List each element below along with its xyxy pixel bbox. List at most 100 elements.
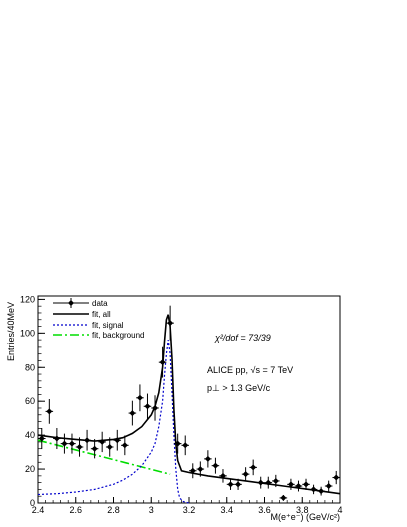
- data-point-marker: [61, 440, 68, 447]
- data-point-marker: [272, 477, 279, 484]
- data-point-marker: [280, 494, 287, 501]
- data-point-marker: [121, 442, 128, 449]
- data-point: [136, 384, 144, 412]
- data-point: [241, 467, 250, 482]
- x-tick-label: 3.6: [258, 505, 271, 515]
- data-point-marker: [310, 486, 317, 493]
- data-point-marker: [91, 445, 98, 452]
- data-point: [166, 305, 174, 341]
- fit-background-line: [37, 439, 171, 475]
- data-point: [98, 431, 106, 453]
- data-point-marker: [182, 442, 189, 449]
- data-point: [75, 437, 84, 457]
- y-tick-label: 40: [25, 430, 35, 440]
- data-point: [279, 494, 288, 501]
- data-point: [143, 393, 152, 420]
- x-tick-label: 2.6: [69, 505, 82, 515]
- data-point-marker: [76, 444, 83, 451]
- data-point: [249, 459, 257, 476]
- data-point-marker: [46, 408, 53, 415]
- data-point: [219, 469, 227, 483]
- data-point-marker: [129, 410, 136, 417]
- data-point-marker: [152, 404, 159, 411]
- data-point-marker: [114, 437, 121, 444]
- data-point-marker: [38, 435, 45, 442]
- x-tick-label: 4: [337, 505, 342, 515]
- legend-fit-all-label: fit, all: [92, 310, 111, 319]
- data-point-marker: [227, 481, 234, 488]
- data-point-marker: [295, 483, 302, 490]
- data-point: [264, 476, 273, 489]
- x-tick-label: 3: [149, 505, 154, 515]
- legend-fit-signal-label: fit, signal: [92, 321, 124, 330]
- data-point-marker: [68, 440, 75, 447]
- data-point: [332, 470, 340, 485]
- data-point: [302, 478, 310, 490]
- data-point: [189, 463, 197, 479]
- data-point-marker: [167, 320, 174, 327]
- data-point-marker: [242, 471, 249, 478]
- data-point: [45, 398, 54, 424]
- fit-all-line: [37, 314, 341, 495]
- y-tick-label: 20: [25, 464, 35, 474]
- data-point-marker: [318, 488, 325, 495]
- y-tick-label: 100: [20, 328, 35, 338]
- legend: data fit, all fit, signal fit, backgroun…: [53, 298, 144, 340]
- y-tick-label: 0: [30, 498, 35, 508]
- data-point: [90, 439, 99, 459]
- data-point-marker: [144, 403, 151, 410]
- data-point: [173, 433, 182, 454]
- data-point: [272, 474, 280, 488]
- data-point: [121, 435, 129, 456]
- pt-cut-annotation: p⊥ > 1.3 GeV/c: [207, 383, 271, 393]
- data-point: [196, 461, 205, 477]
- y-axis-label: Entries/40MeV: [6, 302, 16, 361]
- data-point-marker: [250, 464, 257, 471]
- data-point-marker: [197, 466, 204, 473]
- x-tick-label: 3.2: [183, 505, 196, 515]
- data-point: [151, 395, 159, 421]
- data-point-marker: [265, 479, 272, 486]
- y-tick-label: 60: [25, 396, 35, 406]
- data-point-marker: [212, 462, 219, 469]
- data-point: [317, 486, 325, 496]
- data-point: [294, 480, 303, 492]
- data-point-marker: [189, 467, 196, 474]
- data-point: [226, 478, 235, 490]
- data-point: [60, 433, 69, 454]
- data-point-marker: [333, 474, 340, 481]
- data-point-marker: [257, 479, 264, 486]
- data-point: [158, 346, 167, 378]
- legend-data-label: data: [92, 299, 108, 308]
- data-point: [128, 400, 137, 426]
- data-point: [211, 457, 220, 474]
- x-axis-label: M(e⁺e⁻) (GeV/c²): [270, 512, 340, 522]
- y-tick-label: 80: [25, 362, 35, 372]
- data-point-marker: [287, 481, 294, 488]
- data-point-marker: [174, 440, 181, 447]
- data-point: [287, 478, 295, 490]
- x-tick-label: 2.8: [107, 505, 120, 515]
- experiment-annotation: ALICE pp, √s = 7 TeV: [207, 365, 293, 375]
- data-points: [38, 305, 340, 501]
- x-tick-label: 3.8: [296, 505, 309, 515]
- data-point: [234, 478, 242, 490]
- data-point: [113, 429, 122, 451]
- chi2-annotation: χ²/dof = 73/39: [214, 333, 271, 343]
- data-point: [38, 428, 46, 450]
- x-tick-label: 2.4: [32, 505, 45, 515]
- data-point: [181, 435, 189, 456]
- legend-fit-background-label: fit, background: [92, 331, 144, 340]
- data-point-marker: [204, 455, 211, 462]
- data-point: [256, 476, 265, 489]
- data-point-marker: [106, 444, 113, 451]
- x-tick-label: 3.4: [220, 505, 233, 515]
- data-point-marker: [235, 481, 242, 488]
- data-point: [309, 484, 318, 495]
- data-point: [83, 429, 91, 451]
- data-point-marker: [325, 483, 332, 490]
- data-point: [324, 480, 333, 492]
- data-point-marker: [159, 359, 166, 366]
- data-point-marker: [84, 437, 91, 444]
